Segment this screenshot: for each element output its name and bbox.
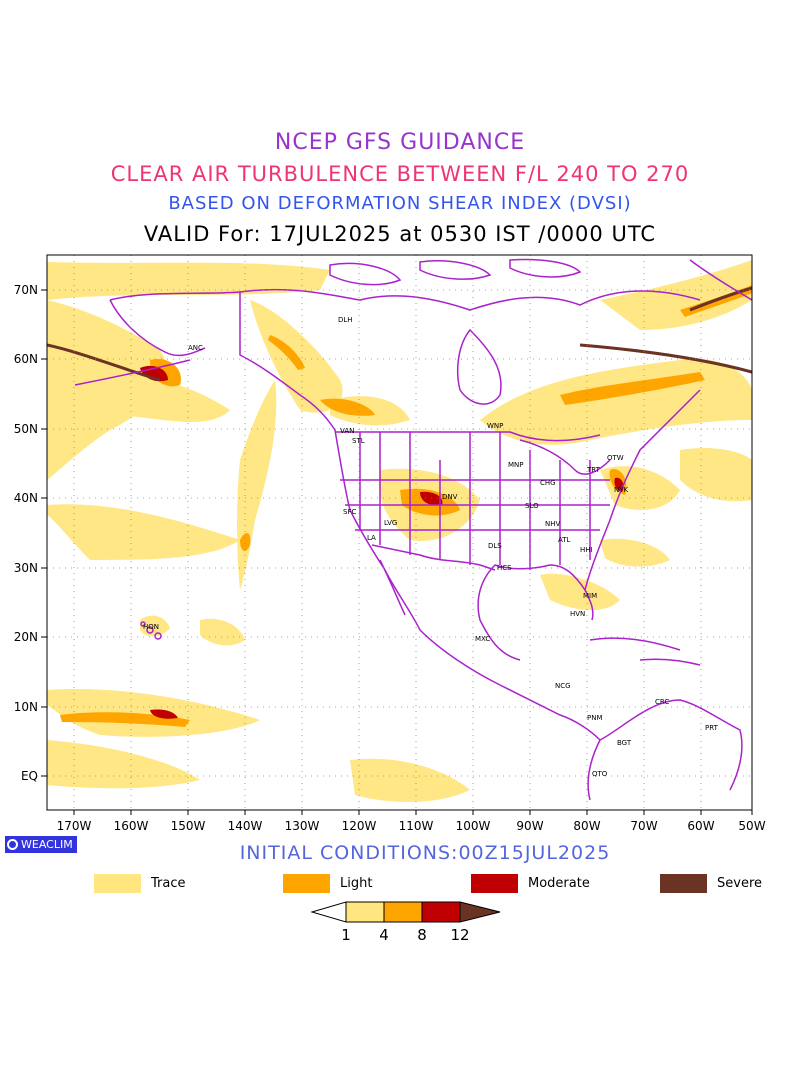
legend-label: Moderate bbox=[528, 875, 590, 891]
weaclim-badge: WEACLIM bbox=[5, 836, 77, 853]
city-label: HHI bbox=[580, 546, 593, 554]
chart-method: BASED ON DEFORMATION SHEAR INDEX (DVSI) bbox=[168, 193, 632, 214]
lon-label: 160W bbox=[114, 819, 149, 833]
city-label: STL bbox=[352, 437, 365, 445]
city-label: VAN bbox=[340, 427, 354, 435]
lon-label: 170W bbox=[57, 819, 92, 833]
city-label: ANC bbox=[188, 344, 203, 352]
chart-subtitle: CLEAR AIR TURBULENCE BETWEEN F/L 240 TO … bbox=[110, 162, 690, 186]
city-label: LVG bbox=[384, 519, 397, 527]
colorbar-tick: 12 bbox=[450, 926, 469, 944]
longitude-labels: 170W 160W 150W 140W 130W 120W 110W 100W … bbox=[57, 819, 766, 833]
city-label: CHG bbox=[540, 479, 556, 487]
initial-conditions: INITIAL CONDITIONS:00Z15JUL2025 bbox=[239, 842, 611, 864]
city-label: DLS bbox=[488, 542, 502, 550]
colorbar-segment bbox=[421, 901, 461, 923]
weaclim-label: WEACLIM bbox=[21, 838, 73, 851]
legend-label: Severe bbox=[717, 875, 762, 891]
lat-label: EQ bbox=[21, 769, 38, 783]
lon-label: 120W bbox=[342, 819, 377, 833]
colorbar: 1 4 8 12 bbox=[310, 901, 501, 944]
city-label: MIM bbox=[583, 592, 597, 600]
city-label: HCS bbox=[497, 564, 512, 572]
city-label: DNV bbox=[442, 493, 458, 501]
city-label: HON bbox=[143, 623, 159, 631]
lon-label: 150W bbox=[171, 819, 206, 833]
colorbar-segment bbox=[383, 901, 423, 923]
city-label: PRT bbox=[705, 724, 719, 732]
legend-swatch bbox=[660, 873, 707, 893]
country-boundaries bbox=[74, 258, 752, 801]
city-label: TRT bbox=[586, 466, 601, 474]
city-label: WNP bbox=[487, 422, 503, 430]
city-labels: ANC DLH VAN STL WNP MNP CHG TRT OTW NYK … bbox=[143, 316, 719, 778]
city-label: SFC bbox=[343, 508, 356, 516]
lon-label: 110W bbox=[399, 819, 434, 833]
colorbar-tick: 4 bbox=[379, 926, 389, 944]
city-label: BGT bbox=[617, 739, 632, 747]
city-label: OTW bbox=[607, 454, 624, 462]
lon-label: 130W bbox=[285, 819, 320, 833]
legend-label: Trace bbox=[151, 875, 186, 891]
city-label: PNM bbox=[587, 714, 603, 722]
legend-swatch bbox=[94, 873, 141, 893]
valid-time: VALID For: 17JUL2025 at 0530 IST /0000 U… bbox=[143, 222, 657, 246]
lon-label: 50W bbox=[738, 819, 765, 833]
lat-label: 70N bbox=[14, 283, 38, 297]
legend-item-light: Light bbox=[283, 873, 372, 893]
chart-title: NCEP GFS GUIDANCE bbox=[274, 130, 526, 155]
latitude-labels: 70N 60N 50N 40N 30N 20N 10N EQ bbox=[14, 283, 38, 783]
legend-item-severe: Severe bbox=[660, 873, 762, 893]
city-label: NHV bbox=[545, 520, 561, 528]
city-label: LA bbox=[367, 534, 376, 542]
legend-swatch bbox=[283, 873, 330, 893]
city-label: QTO bbox=[592, 770, 608, 778]
colorbar-high-end bbox=[459, 901, 501, 923]
legend-swatch bbox=[471, 873, 518, 893]
city-label: NCG bbox=[555, 682, 571, 690]
lat-label: 10N bbox=[14, 700, 38, 714]
weaclim-logo-icon bbox=[7, 839, 18, 850]
turbulence-fields bbox=[47, 260, 752, 802]
lat-label: 40N bbox=[14, 491, 38, 505]
lon-label: 60W bbox=[687, 819, 714, 833]
city-label: HVN bbox=[570, 610, 585, 618]
colorbar-segment bbox=[345, 901, 385, 923]
legend-label: Light bbox=[340, 875, 373, 891]
city-label: NYK bbox=[614, 486, 629, 494]
legend-item-trace: Trace bbox=[94, 873, 186, 893]
legend-item-moderate: Moderate bbox=[471, 873, 590, 893]
colorbar-low-end bbox=[310, 901, 347, 923]
city-label: MXC bbox=[475, 635, 490, 643]
lat-label: 30N bbox=[14, 561, 38, 575]
city-label: MNP bbox=[508, 461, 524, 469]
city-label: ATL bbox=[558, 536, 571, 544]
axis-ticks bbox=[41, 289, 753, 815]
colorbar-tick: 1 bbox=[341, 926, 351, 944]
city-label: SLO bbox=[525, 502, 539, 510]
city-label: CRC bbox=[655, 698, 669, 706]
colorbar-tick: 8 bbox=[417, 926, 427, 944]
city-label: DLH bbox=[338, 316, 353, 324]
lat-label: 50N bbox=[14, 422, 38, 436]
lon-label: 100W bbox=[456, 819, 491, 833]
lon-label: 70W bbox=[630, 819, 657, 833]
lat-label: 60N bbox=[14, 352, 38, 366]
map-frame bbox=[46, 254, 753, 811]
lon-label: 140W bbox=[228, 819, 263, 833]
lon-label: 80W bbox=[573, 819, 600, 833]
lat-label: 20N bbox=[14, 630, 38, 644]
lon-label: 90W bbox=[516, 819, 543, 833]
